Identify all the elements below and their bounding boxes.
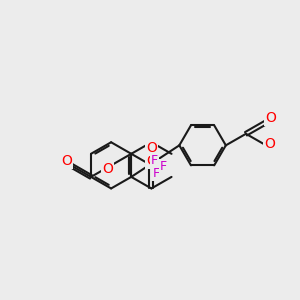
Text: O: O — [61, 154, 72, 168]
Text: O: O — [146, 154, 157, 168]
Text: F: F — [152, 167, 160, 180]
Text: F: F — [151, 154, 158, 167]
Text: O: O — [102, 162, 113, 176]
Text: F: F — [160, 160, 167, 173]
Text: O: O — [265, 111, 276, 124]
Text: O: O — [264, 137, 274, 151]
Text: O: O — [146, 141, 157, 155]
